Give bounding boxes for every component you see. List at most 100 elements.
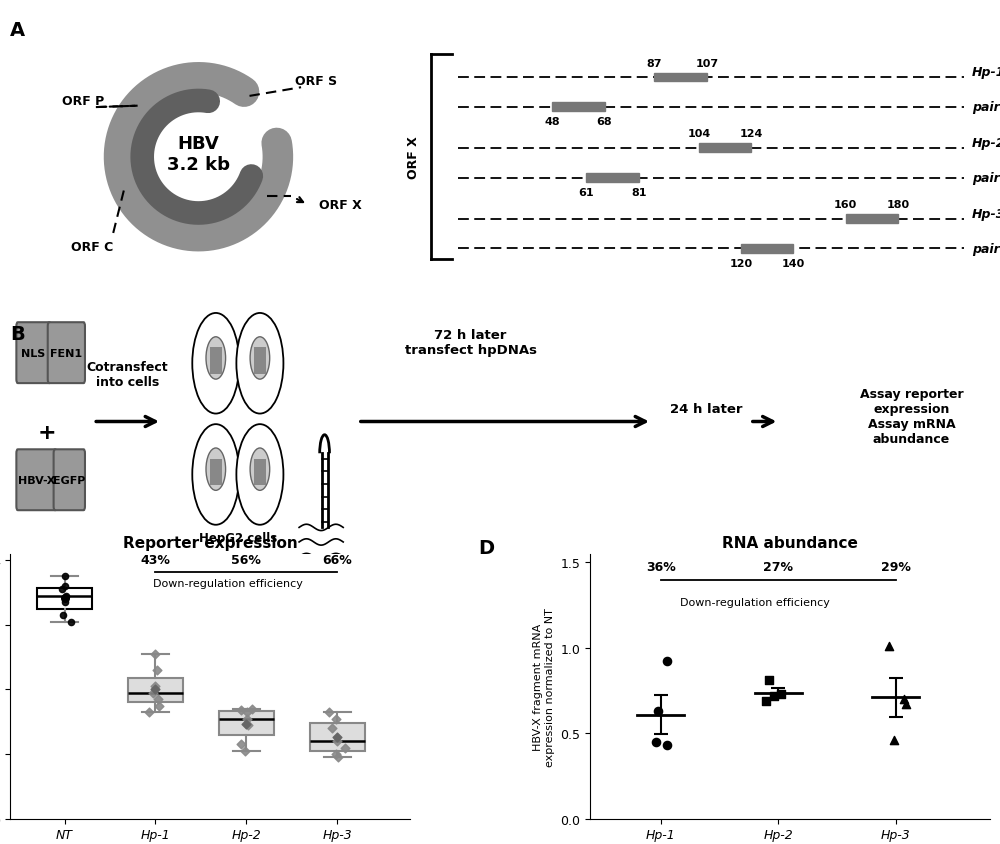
Text: 124: 124 xyxy=(740,129,763,139)
Text: ORF X: ORF X xyxy=(407,136,420,179)
Point xyxy=(330,750,346,764)
Point xyxy=(145,686,161,700)
Text: ORF S: ORF S xyxy=(295,75,337,88)
Text: HBV
3.2 kb: HBV 3.2 kb xyxy=(167,135,230,174)
Text: NLS: NLS xyxy=(21,349,46,358)
Text: 27%: 27% xyxy=(763,560,793,573)
FancyBboxPatch shape xyxy=(16,450,57,511)
Point xyxy=(329,734,345,748)
FancyBboxPatch shape xyxy=(16,322,51,384)
Point xyxy=(149,663,165,677)
Point xyxy=(881,640,897,653)
Text: 104: 104 xyxy=(687,129,711,139)
Point xyxy=(886,733,902,747)
Text: Cotransfect
into cells: Cotransfect into cells xyxy=(87,360,168,388)
Point xyxy=(239,706,255,719)
Ellipse shape xyxy=(192,425,239,525)
Point xyxy=(896,692,912,706)
Text: Down-regulation efficiency: Down-regulation efficiency xyxy=(680,597,830,607)
Point xyxy=(147,679,163,693)
Text: HBV-X: HBV-X xyxy=(18,475,55,485)
Point xyxy=(57,592,73,605)
Ellipse shape xyxy=(206,338,226,380)
PathPatch shape xyxy=(128,679,183,702)
Point xyxy=(57,596,73,609)
FancyBboxPatch shape xyxy=(48,322,85,384)
Text: 36%: 36% xyxy=(646,560,675,573)
Text: 43%: 43% xyxy=(141,553,170,565)
FancyBboxPatch shape xyxy=(54,450,85,511)
Text: ORF X: ORF X xyxy=(319,198,362,212)
Bar xyxy=(586,174,639,182)
Text: D: D xyxy=(478,538,494,557)
Point xyxy=(63,615,79,629)
Text: 120: 120 xyxy=(729,258,752,268)
Point xyxy=(773,687,789,701)
Text: 72 h later
transfect hpDNAs: 72 h later transfect hpDNAs xyxy=(405,328,537,357)
Ellipse shape xyxy=(250,338,270,380)
Text: Down-regulation efficiency: Down-regulation efficiency xyxy=(153,579,303,589)
PathPatch shape xyxy=(310,723,365,751)
Point xyxy=(244,702,260,716)
Point xyxy=(239,712,255,726)
Bar xyxy=(699,144,751,153)
Text: ORF C: ORF C xyxy=(71,241,114,253)
Text: EGFP: EGFP xyxy=(53,475,85,485)
Point xyxy=(321,706,337,719)
Text: 107: 107 xyxy=(695,58,718,68)
Point xyxy=(898,698,914,711)
Ellipse shape xyxy=(236,425,283,525)
Y-axis label: HBV-X fragment mRNA
expression normalized to NT: HBV-X fragment mRNA expression normalize… xyxy=(533,607,555,766)
Point xyxy=(147,682,163,695)
Point xyxy=(650,705,666,718)
Ellipse shape xyxy=(192,314,239,414)
Point xyxy=(659,738,675,752)
Text: 61: 61 xyxy=(578,187,594,197)
Point xyxy=(328,712,344,726)
Point xyxy=(766,689,782,702)
Text: 81: 81 xyxy=(631,187,646,197)
Text: pair: pair xyxy=(972,101,999,114)
PathPatch shape xyxy=(37,588,92,609)
Bar xyxy=(846,215,898,224)
Text: Hp-3: Hp-3 xyxy=(972,208,1000,220)
Bar xyxy=(210,348,222,375)
Title: Reporter expression: Reporter expression xyxy=(123,535,297,550)
Text: Hp-1: Hp-1 xyxy=(972,66,1000,79)
Point xyxy=(324,722,340,735)
Bar xyxy=(654,73,707,83)
Point xyxy=(55,609,71,622)
Text: 180: 180 xyxy=(887,200,910,210)
Point xyxy=(237,744,253,758)
Point xyxy=(329,730,345,744)
Ellipse shape xyxy=(206,448,226,490)
Point xyxy=(328,748,344,761)
Point xyxy=(337,741,353,755)
Point xyxy=(57,580,73,593)
Point xyxy=(233,704,249,717)
Point xyxy=(761,674,777,687)
Bar xyxy=(741,245,793,253)
Point xyxy=(758,695,774,708)
Text: pair: pair xyxy=(972,172,999,185)
Point xyxy=(659,655,675,668)
Point xyxy=(240,718,256,732)
Text: Hp-2: Hp-2 xyxy=(972,137,1000,149)
Point xyxy=(147,647,163,661)
Text: 140: 140 xyxy=(782,258,805,268)
Point xyxy=(238,717,254,731)
Bar xyxy=(254,348,266,375)
Ellipse shape xyxy=(236,314,283,414)
Text: 68: 68 xyxy=(597,117,612,127)
Text: B: B xyxy=(10,325,25,344)
Point xyxy=(141,706,157,719)
Point xyxy=(648,735,664,749)
Text: 29%: 29% xyxy=(881,560,911,573)
Text: 48: 48 xyxy=(544,117,560,127)
Text: pair: pair xyxy=(972,242,999,256)
Text: 56%: 56% xyxy=(231,553,261,565)
Bar xyxy=(254,459,266,485)
Point xyxy=(54,583,70,597)
Title: RNA abundance: RNA abundance xyxy=(722,535,858,550)
PathPatch shape xyxy=(219,711,274,735)
